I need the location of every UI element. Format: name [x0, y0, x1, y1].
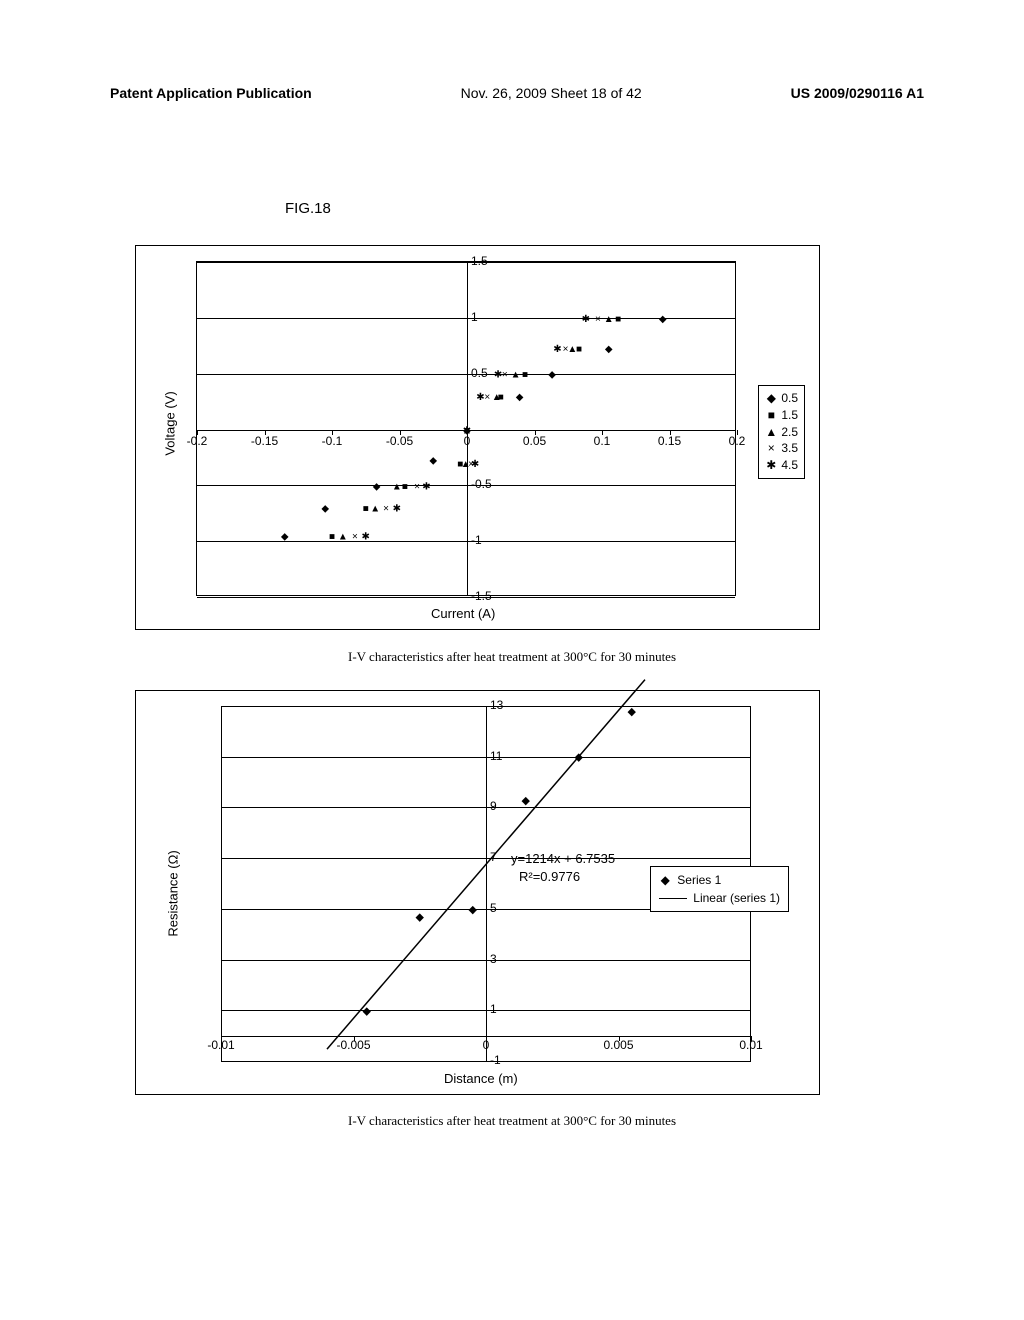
svg-text:✱: ✱ — [422, 481, 430, 492]
header-right: US 2009/0290116 A1 — [791, 85, 924, 101]
svg-text:✱: ✱ — [476, 392, 484, 403]
legend-item: Linear (series 1) — [659, 889, 780, 907]
svg-text:▲: ▲ — [511, 370, 521, 381]
svg-text:✱: ✱ — [393, 504, 401, 515]
legend-item: ✱4.5 — [765, 457, 798, 474]
svg-text:×: × — [383, 504, 389, 515]
legend-marker-icon: ◆ — [659, 871, 671, 889]
svg-text:◆: ◆ — [429, 456, 437, 467]
figure-label: FIG.18 — [285, 200, 331, 217]
svg-text:◆: ◆ — [373, 481, 381, 492]
header-center: Nov. 26, 2009 Sheet 18 of 42 — [461, 85, 642, 101]
svg-text:✱: ✱ — [494, 370, 502, 381]
chart-iv: Voltage (V) -1.5-1-0.50.511.5 -0.2-0.15-… — [135, 245, 820, 630]
svg-text:▲: ▲ — [338, 532, 348, 543]
svg-text:×: × — [502, 370, 508, 381]
legend-marker-icon: ✱ — [765, 457, 777, 474]
svg-text:✱: ✱ — [553, 344, 561, 355]
legend-line-icon — [659, 898, 687, 899]
legend-label: 1.5 — [781, 407, 798, 424]
chart-resistance: Resistance (Ω) -1135791113 -0.01-0.00500… — [135, 690, 820, 1095]
chart2-caption: I-V characteristics after heat treatment… — [0, 1113, 1024, 1129]
svg-text:×: × — [484, 392, 490, 403]
fit-equation: y=1214x + 6.7535 — [511, 851, 615, 866]
svg-text:◆: ◆ — [516, 392, 524, 403]
svg-text:◆: ◆ — [321, 504, 329, 515]
chart1-y-label: Voltage (V) — [163, 391, 178, 455]
svg-text:◆: ◆ — [575, 752, 584, 764]
svg-text:▲: ▲ — [492, 392, 502, 403]
legend-label: 0.5 — [781, 390, 798, 407]
legend-label: 4.5 — [781, 457, 798, 474]
svg-text:■: ■ — [615, 314, 621, 325]
svg-text:◆: ◆ — [605, 344, 613, 355]
svg-text:◆: ◆ — [469, 904, 478, 916]
svg-text:✱: ✱ — [362, 532, 370, 543]
legend-item: ×3.5 — [765, 440, 798, 457]
legend-item: ■1.5 — [765, 407, 798, 424]
svg-text:×: × — [352, 532, 358, 543]
svg-text:✱: ✱ — [582, 314, 590, 325]
svg-text:◆: ◆ — [659, 314, 667, 325]
svg-text:✱: ✱ — [463, 426, 471, 437]
svg-text:◆: ◆ — [628, 706, 637, 718]
legend-marker-icon: ◆ — [765, 390, 777, 407]
chart1-x-label: Current (A) — [431, 606, 495, 621]
svg-text:▲: ▲ — [370, 504, 380, 515]
svg-text:■: ■ — [363, 504, 369, 515]
legend-item: ▲2.5 — [765, 424, 798, 441]
svg-text:◆: ◆ — [363, 1005, 372, 1017]
fit-rsquared: R²=0.9776 — [519, 869, 580, 884]
svg-text:◆: ◆ — [548, 370, 556, 381]
svg-text:×: × — [563, 344, 569, 355]
svg-text:✱: ✱ — [471, 459, 479, 470]
header-left: Patent Application Publication — [110, 85, 312, 101]
chart2-legend: ◆ Series 1Linear (series 1) — [650, 866, 789, 912]
legend-marker-icon: × — [765, 440, 777, 457]
svg-text:■: ■ — [402, 481, 408, 492]
legend-label: Linear (series 1) — [693, 889, 780, 907]
svg-text:◆: ◆ — [522, 795, 531, 807]
svg-text:▲: ▲ — [567, 344, 577, 355]
svg-text:×: × — [414, 481, 420, 492]
legend-item: ◆0.5 — [765, 390, 798, 407]
svg-text:◆: ◆ — [281, 532, 289, 543]
svg-text:▲: ▲ — [392, 481, 402, 492]
legend-item: ◆ Series 1 — [659, 871, 780, 889]
page-header: Patent Application Publication Nov. 26, … — [0, 85, 1024, 101]
legend-label: 3.5 — [781, 440, 798, 457]
chart1-legend: ◆0.5■1.5▲2.5×3.5✱4.5 — [758, 385, 805, 479]
legend-marker-icon: ▲ — [765, 424, 777, 441]
chart1-caption: I-V characteristics after heat treatment… — [0, 649, 1024, 665]
chart2-y-label: Resistance (Ω) — [166, 850, 181, 936]
svg-text:■: ■ — [329, 532, 335, 543]
svg-text:▲: ▲ — [604, 314, 614, 325]
legend-marker-icon: ■ — [765, 407, 777, 424]
svg-text:×: × — [595, 314, 601, 325]
chart2-x-label: Distance (m) — [444, 1071, 518, 1086]
chart1-plot-area: -1.5-1-0.50.511.5 -0.2-0.15-0.1-0.0500.0… — [196, 261, 736, 596]
svg-text:■: ■ — [522, 370, 528, 381]
legend-label: 2.5 — [781, 424, 798, 441]
legend-label: Series 1 — [677, 871, 721, 889]
svg-text:◆: ◆ — [416, 911, 425, 923]
